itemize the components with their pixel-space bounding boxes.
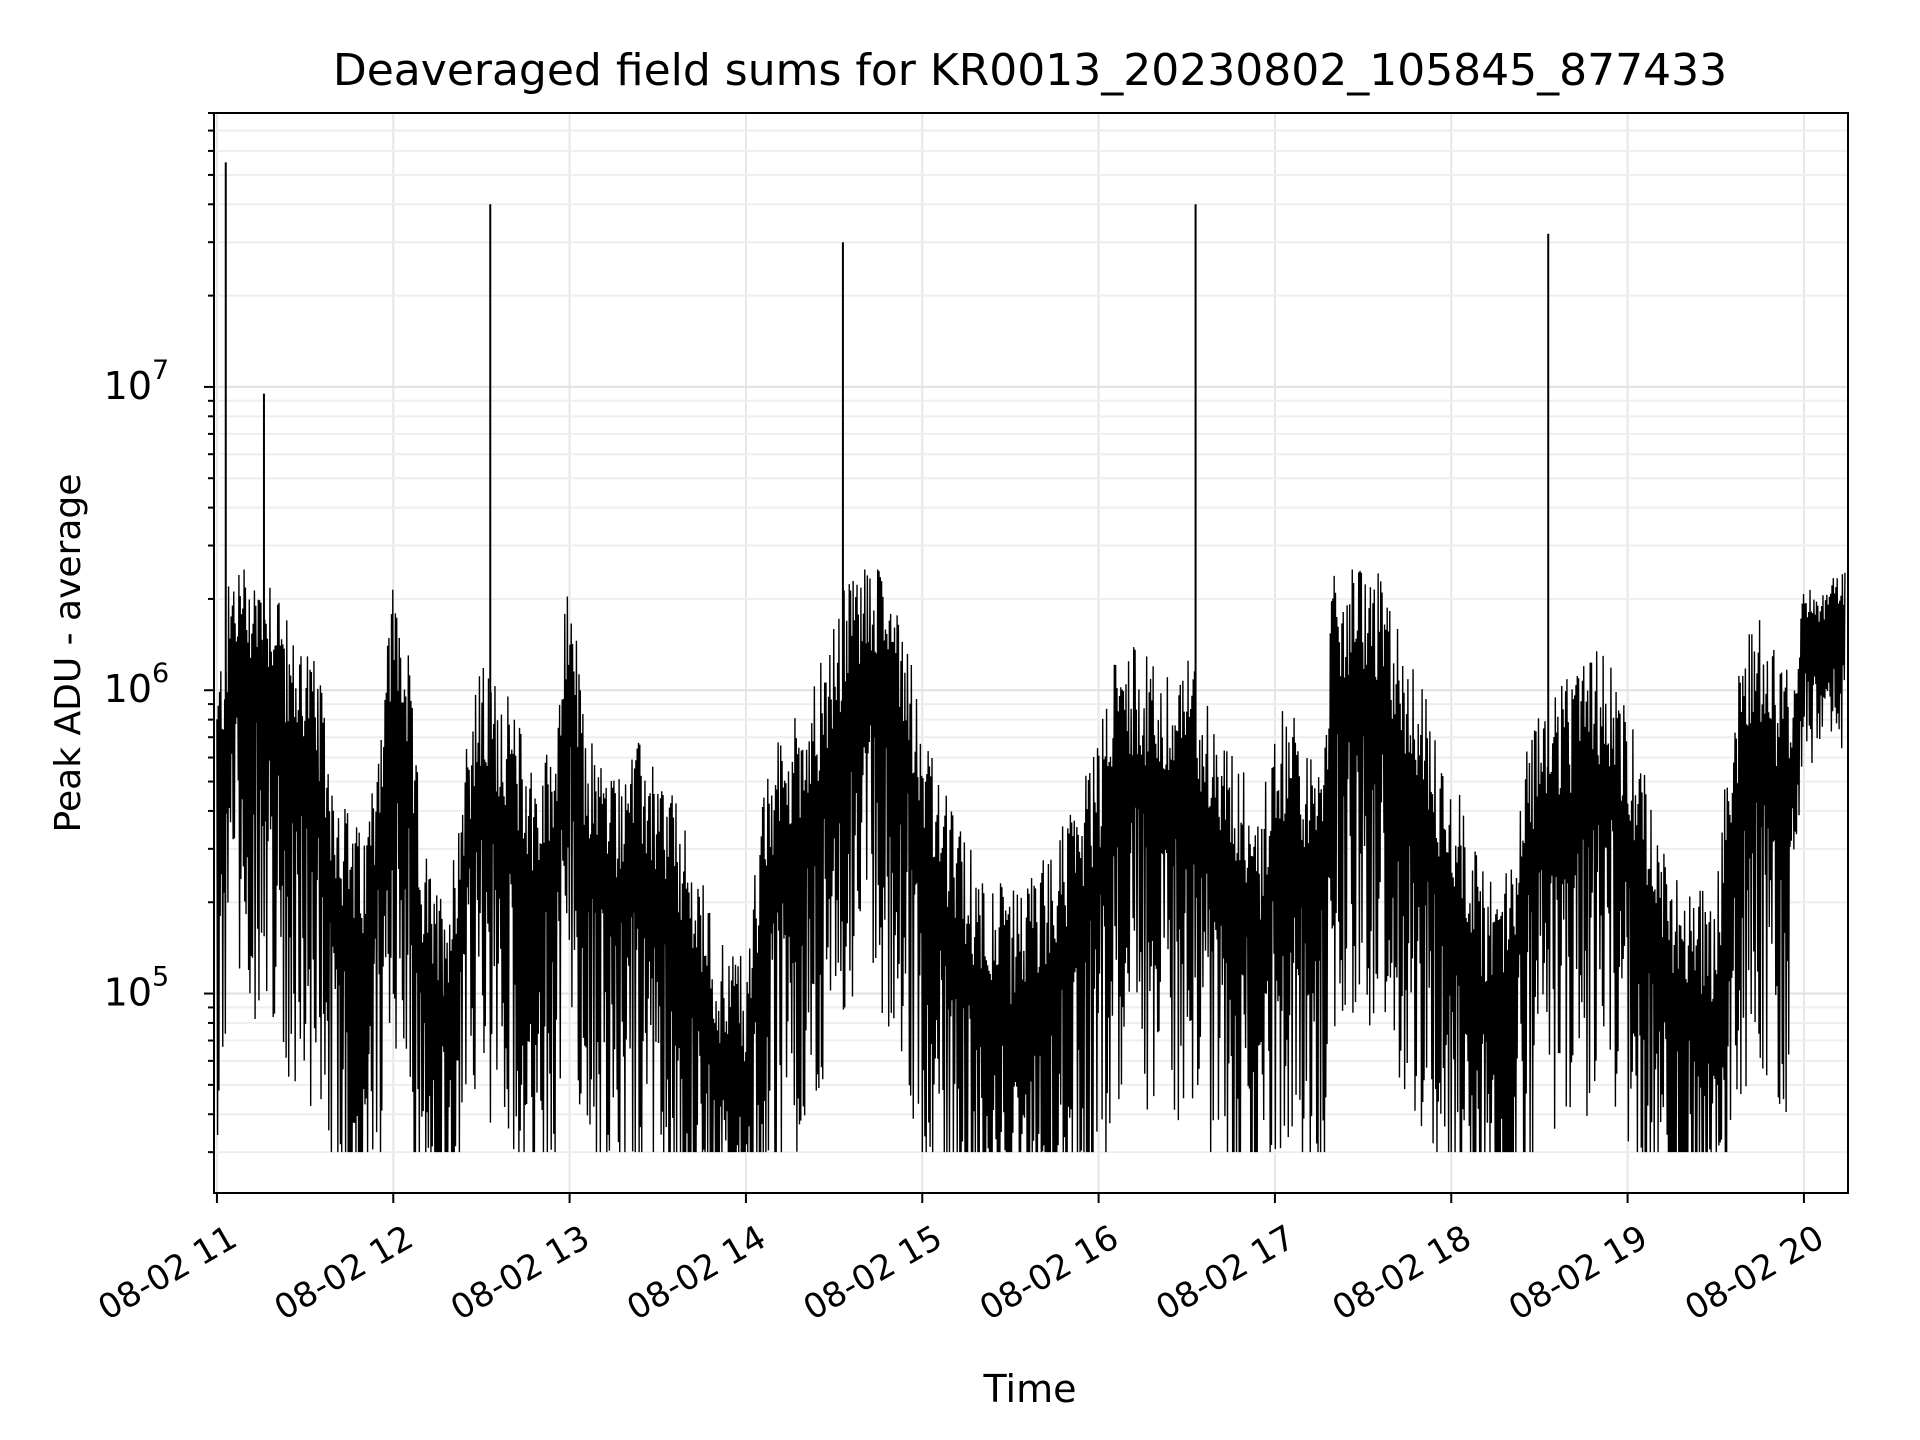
series-line xyxy=(216,569,1846,1153)
y-tick-label: 10 xyxy=(104,971,152,1015)
series-layer xyxy=(216,162,1846,1153)
y-tick-label: 10 xyxy=(104,667,152,711)
y-tick-label: 10 xyxy=(104,364,152,408)
x-axis-label: Time xyxy=(983,1367,1077,1411)
chart-title: Deaveraged field sums for KR0013_2023080… xyxy=(333,45,1727,96)
plot-frame xyxy=(213,112,1849,1194)
y-tick-exponent: 7 xyxy=(152,355,169,386)
y-tick-exponent: 6 xyxy=(152,658,169,689)
y-tick-exponent: 5 xyxy=(152,962,169,993)
y-axis-label: Peak ADU - average xyxy=(48,474,89,833)
